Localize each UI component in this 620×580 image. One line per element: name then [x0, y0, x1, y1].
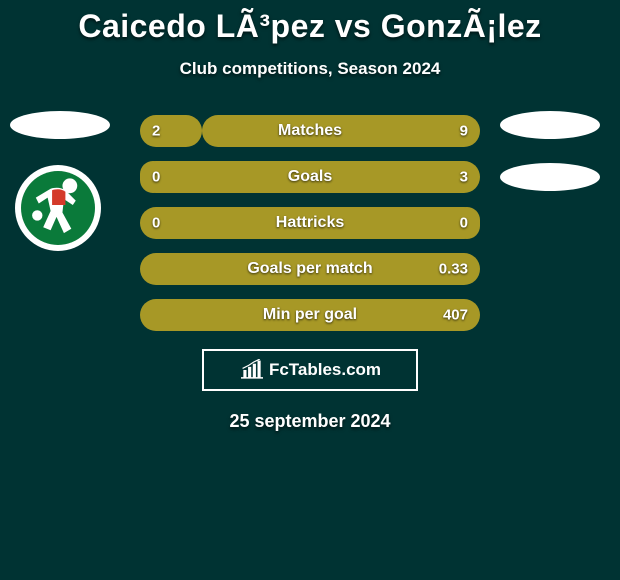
player-avatar-badge	[15, 165, 101, 251]
stat-label: Min per goal	[263, 306, 357, 324]
page-subtitle: Club competitions, Season 2024	[0, 59, 620, 79]
stat-row: 2 9 Matches	[140, 115, 480, 147]
stat-value-right: 407	[443, 307, 468, 324]
stat-row: 407 Min per goal	[140, 299, 480, 331]
stat-value-right: 0.33	[439, 261, 468, 278]
stat-row: 0 0 Hattricks	[140, 207, 480, 239]
decorative-ellipse	[500, 163, 600, 191]
chart-bars-icon	[239, 359, 265, 381]
stat-value-right: 0	[460, 215, 468, 232]
stat-row: 0 3 Goals	[140, 161, 480, 193]
soccer-player-icon	[21, 171, 95, 245]
page-title: Caicedo LÃ³pez vs GonzÃ¡lez	[0, 8, 620, 45]
decorative-ellipse	[10, 111, 110, 139]
stat-label: Goals	[288, 168, 332, 186]
stat-row: 0.33 Goals per match	[140, 253, 480, 285]
stat-label: Hattricks	[276, 214, 344, 232]
stat-label: Matches	[278, 122, 342, 140]
stat-value-left: 0	[152, 169, 160, 186]
stat-value-right: 9	[460, 123, 468, 140]
stat-bar-left	[140, 115, 202, 147]
decorative-ellipse	[500, 111, 600, 139]
stat-value-left: 0	[152, 215, 160, 232]
stat-value-left: 2	[152, 123, 160, 140]
brand-label: FcTables.com	[269, 360, 381, 380]
stat-label: Goals per match	[247, 260, 372, 278]
stat-rows: 2 9 Matches 0 3 Goals 0 0 Hattricks 0.33 Goals per…	[140, 115, 480, 331]
stat-value-right: 3	[460, 169, 468, 186]
comparison-panel: 2 9 Matches 0 3 Goals 0 0 Hattricks 0.33 Goals per…	[0, 115, 620, 432]
date-label: 25 september 2024	[0, 411, 620, 432]
brand-badge: FcTables.com	[202, 349, 418, 391]
